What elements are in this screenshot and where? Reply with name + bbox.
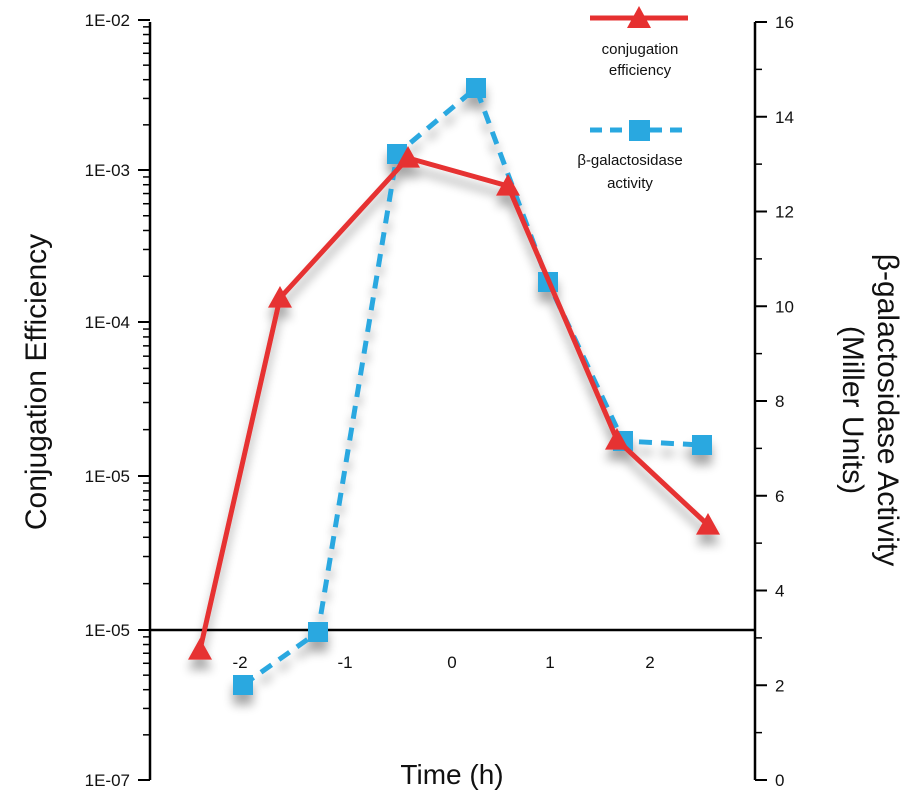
conjugation-point [268, 286, 292, 308]
legend-galactosidase-label: β-galactosidase [577, 152, 682, 169]
right-tick-label: 6 [775, 487, 784, 506]
legend-galactosidase-label-line2: activity [607, 175, 653, 192]
right-tick-label: 4 [775, 582, 784, 601]
x-tick-label: -1 [337, 653, 352, 672]
x-tick-label: 2 [645, 653, 654, 672]
conjugation-point [696, 513, 720, 535]
left-axis-ticks: 1E-07 1E-05 1E-05 1E-04 1E-03 1E-02 [85, 11, 150, 790]
x-tick-label: 1 [545, 653, 554, 672]
left-tick-label: 1E-02 [85, 11, 130, 30]
right-tick-label: 12 [775, 203, 794, 222]
legend-galactosidase-marker [629, 120, 650, 141]
legend: conjugation efficiency β-galactosidase a… [577, 6, 688, 192]
right-axis-title-line2: (Miller Units) [836, 326, 869, 494]
left-tick-label: 1E-03 [85, 161, 130, 180]
right-axis-title-line1: β-galactosidase Activity [871, 254, 904, 566]
left-tick-label: 1E-05 [85, 621, 130, 640]
x-tick-label: -2 [232, 653, 247, 672]
series-layer [188, 78, 720, 695]
right-tick-label: 16 [775, 13, 794, 32]
galactosidase-point [692, 435, 712, 455]
right-tick-label: 8 [775, 392, 784, 411]
galactosidase-point [308, 622, 328, 642]
legend-conjugation-label: conjugation [602, 41, 679, 58]
galactosidase-point [233, 675, 253, 695]
legend-conjugation-label-line2: efficiency [609, 62, 672, 79]
legend-conjugation-marker [627, 6, 651, 28]
x-axis-ticks: -2 -1 0 1 2 [232, 653, 654, 672]
galactosidase-point [466, 78, 486, 98]
series-conjugation-line [197, 155, 710, 651]
right-axis-ticks: 0 2 4 6 8 10 12 14 16 [755, 13, 794, 790]
right-tick-label: 14 [775, 108, 794, 127]
left-tick-label: 1E-05 [85, 467, 130, 486]
conjugation-point [496, 174, 520, 196]
x-axis-title: Time (h) [400, 759, 503, 790]
right-tick-label: 10 [775, 297, 794, 316]
left-tick-label: 1E-04 [85, 313, 130, 332]
right-tick-label: 2 [775, 676, 784, 695]
conjugation-point [396, 146, 420, 168]
conjugation-point [188, 638, 212, 660]
x-tick-label: 0 [447, 653, 456, 672]
left-axis-title: Conjugation Efficiency [20, 234, 53, 530]
left-tick-label: 1E-07 [85, 771, 130, 790]
conjugation-point [605, 428, 629, 450]
right-tick-label: 0 [775, 771, 784, 790]
